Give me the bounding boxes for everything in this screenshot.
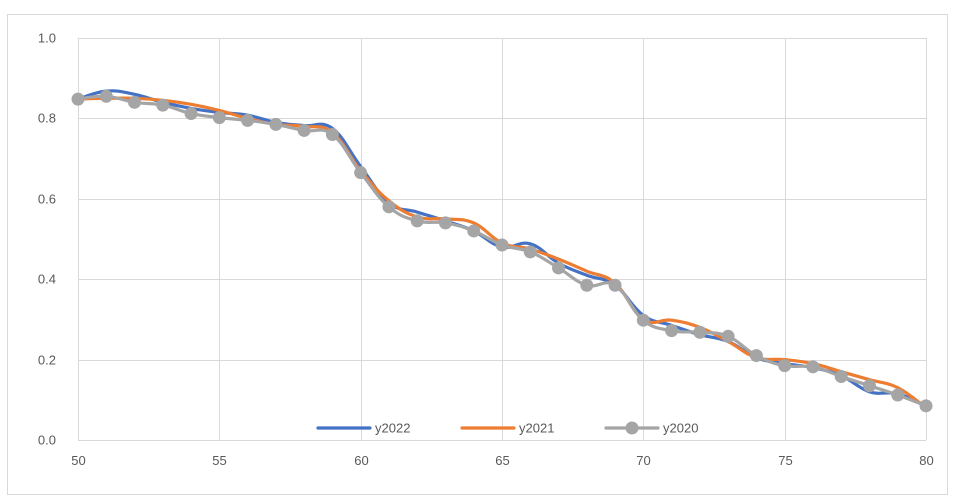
x-tick-label: 80 bbox=[919, 453, 933, 468]
data-point-y2020-62 bbox=[410, 214, 424, 228]
data-point-y2020-50 bbox=[71, 92, 85, 106]
series-y2020 bbox=[71, 89, 933, 413]
legend-label: y2022 bbox=[375, 421, 410, 436]
axis-labels: 0.0 0.2 0.4 0.6 0.8 1.0 50 55 60 65 70 75 80 bbox=[38, 31, 934, 469]
legend-item-y2022[interactable]: y2022 bbox=[316, 421, 410, 436]
data-point-y2020-77 bbox=[834, 369, 848, 383]
chart-border bbox=[7, 14, 948, 495]
data-point-y2020-63 bbox=[438, 216, 452, 230]
data-point-y2020-79 bbox=[891, 388, 905, 402]
data-point-y2020-60 bbox=[354, 166, 368, 180]
x-tick-label: 70 bbox=[636, 453, 650, 468]
data-point-y2020-51 bbox=[99, 89, 113, 103]
data-point-y2020-66 bbox=[523, 245, 537, 259]
data-point-y2020-73 bbox=[721, 329, 735, 343]
x-tick-label: 65 bbox=[495, 453, 509, 468]
legend-item-y2021[interactable]: y2021 bbox=[460, 421, 554, 436]
data-point-y2020-54 bbox=[184, 107, 198, 121]
data-point-y2020-76 bbox=[806, 360, 820, 374]
grid-layer bbox=[78, 38, 927, 441]
data-point-y2020-75 bbox=[778, 359, 792, 373]
data-point-y2020-70 bbox=[636, 313, 650, 327]
data-point-y2020-59 bbox=[325, 127, 339, 141]
data-point-y2020-57 bbox=[269, 117, 283, 131]
legend-label: y2020 bbox=[663, 421, 698, 436]
y-tick-label: 0.6 bbox=[38, 192, 56, 207]
data-point-y2020-52 bbox=[128, 95, 142, 109]
data-point-y2020-64 bbox=[467, 224, 481, 238]
x-tick-label: 60 bbox=[354, 453, 368, 468]
data-point-y2020-74 bbox=[749, 349, 763, 363]
x-tick-label: 75 bbox=[778, 453, 792, 468]
y-tick-label: 0.0 bbox=[38, 433, 56, 448]
data-point-y2020-71 bbox=[665, 324, 679, 338]
y-tick-label: 0.8 bbox=[38, 111, 56, 126]
y-tick-label: 0.4 bbox=[38, 272, 56, 287]
legend-item-y2020[interactable]: y2020 bbox=[604, 421, 698, 436]
data-point-y2020-56 bbox=[241, 113, 255, 127]
data-point-y2020-55 bbox=[212, 111, 226, 125]
legend-marker bbox=[625, 421, 639, 435]
data-point-y2020-72 bbox=[693, 325, 707, 339]
data-point-y2020-80 bbox=[919, 399, 933, 413]
data-point-y2020-61 bbox=[382, 200, 396, 214]
series-layer bbox=[71, 89, 933, 413]
y-tick-label: 0.2 bbox=[38, 353, 56, 368]
data-point-y2020-58 bbox=[297, 123, 311, 137]
legend[interactable]: y2022 y2021 y2020 bbox=[316, 421, 698, 436]
data-point-y2020-69 bbox=[608, 278, 622, 292]
data-point-y2020-67 bbox=[552, 261, 566, 275]
x-tick-label: 50 bbox=[71, 453, 85, 468]
data-point-y2020-53 bbox=[156, 98, 170, 112]
data-point-y2020-78 bbox=[862, 379, 876, 393]
data-point-y2020-68 bbox=[580, 278, 594, 292]
x-tick-label: 55 bbox=[212, 453, 226, 468]
legend-label: y2021 bbox=[519, 421, 554, 436]
y-tick-label: 1.0 bbox=[38, 31, 56, 46]
data-point-y2020-65 bbox=[495, 238, 509, 252]
